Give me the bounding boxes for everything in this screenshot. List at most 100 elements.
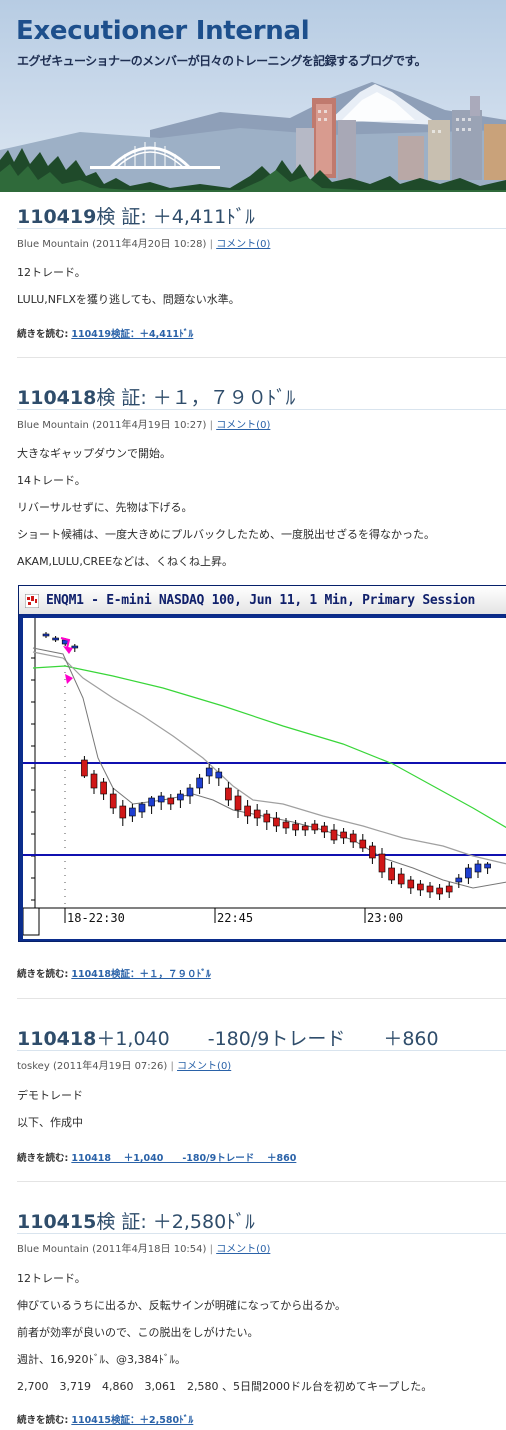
candle-body bbox=[215, 771, 223, 779]
candle-body bbox=[369, 845, 376, 859]
post-date: (2011年4月18日 10:54) bbox=[92, 1244, 207, 1255]
read-more: 続きを読む: 110418検証：＋１，７９０ﾄﾞﾙ bbox=[17, 966, 211, 980]
candle-body bbox=[330, 829, 338, 841]
chart-app-icon bbox=[25, 594, 39, 608]
ma-fast-line bbox=[32, 647, 506, 889]
post-title-text[interactable]: ＋1,040 -180/9トレード ＋860 bbox=[96, 1028, 439, 1050]
post-author: Blue Mountain bbox=[17, 1244, 89, 1255]
post-paragraph: リバーサルせずに、先物は下げる。 bbox=[17, 501, 193, 514]
meta-separator: | bbox=[209, 420, 213, 431]
chart-window-title: ENQM1 - E-mini NASDAQ 100, Jun 11, 1 Min… bbox=[46, 593, 476, 608]
post-paragraph: 前者が効率が良いので、この脱出をしがけたい。 bbox=[17, 1326, 259, 1339]
candle-body bbox=[359, 839, 367, 849]
post-date: (2011年4月20日 10:28) bbox=[92, 239, 207, 250]
post-title-number[interactable]: 110415 bbox=[17, 1211, 97, 1233]
post-paragraph: LULU,NFLXを獲り逃しても、問題ない水準。 bbox=[17, 293, 240, 306]
post-paragraph: 伸びているうちに出るか、反転サインが明確になってから出るか。 bbox=[17, 1299, 347, 1312]
candle-body bbox=[42, 633, 50, 637]
candle-body bbox=[484, 863, 491, 869]
comment-link[interactable]: コメント(0) bbox=[216, 1244, 271, 1255]
candle-body bbox=[177, 793, 184, 801]
sell-marker-icon bbox=[63, 646, 73, 654]
post-paragraph: 大きなギャップダウンで開始。 bbox=[17, 447, 171, 460]
candle-body bbox=[205, 767, 213, 777]
candle-body bbox=[81, 759, 88, 777]
comment-link[interactable]: コメント(0) bbox=[177, 1061, 232, 1072]
post-title-text[interactable]: 検 証: ＋4,411ﾄﾞﾙ bbox=[96, 206, 255, 228]
candle-body bbox=[397, 873, 405, 885]
candle-body bbox=[311, 823, 319, 831]
ma-slow-line bbox=[32, 651, 506, 865]
post-title[interactable]: 110415検 証: ＋2,580ﾄﾞﾙ bbox=[17, 1207, 255, 1234]
blog-title[interactable]: Executioner Internal bbox=[16, 16, 310, 46]
post-paragraph: ショート候補は、一度大きめにプルバックしたため、一度脱出せざるを得なかった。 bbox=[17, 528, 435, 541]
candle-body bbox=[273, 817, 280, 827]
post-title[interactable]: 110419検 証: ＋4,411ﾄﾞﾙ bbox=[17, 202, 255, 229]
candle-body bbox=[407, 879, 415, 889]
time-axis-label: 22:45 bbox=[217, 911, 253, 925]
post-author: Blue Mountain bbox=[17, 420, 89, 431]
candle-body bbox=[253, 809, 261, 819]
post-divider bbox=[17, 1181, 506, 1182]
post-meta: Blue Mountain (2011年4月19日 10:27) | コメント(… bbox=[17, 416, 270, 431]
candle-body bbox=[436, 887, 443, 895]
meta-separator: | bbox=[209, 239, 213, 250]
post-title-number[interactable]: 110418 bbox=[17, 387, 97, 409]
candle-body bbox=[71, 645, 79, 649]
candle-body bbox=[148, 797, 155, 807]
candle-body bbox=[129, 807, 136, 817]
post-paragraph: AKAM,LULU,CREEなどは、くねくね上昇。 bbox=[17, 555, 234, 568]
meta-separator: | bbox=[170, 1061, 174, 1072]
post-paragraph: デモトレード bbox=[17, 1089, 83, 1102]
candle-body bbox=[378, 853, 386, 873]
candle-body bbox=[426, 885, 434, 893]
candle-body bbox=[167, 797, 175, 805]
read-more: 続きを読む: 110419検証：＋4,411ﾄﾞﾙ bbox=[17, 326, 193, 340]
post-author: Blue Mountain bbox=[17, 239, 89, 250]
candle-body bbox=[474, 863, 482, 873]
read-more-link[interactable]: 110418検証：＋１，７９０ﾄﾞﾙ bbox=[71, 969, 211, 980]
time-axis-label: 23:00 bbox=[367, 911, 403, 925]
candlesticks bbox=[42, 632, 491, 900]
read-more-link[interactable]: 110418 ＋1,040 -180/9トレード ＋860 bbox=[71, 1153, 297, 1164]
title-underline bbox=[17, 1233, 506, 1234]
candle-body bbox=[301, 825, 309, 831]
read-more-label: 続きを読む: bbox=[17, 1415, 69, 1426]
time-axis-label: 18-22:30 bbox=[67, 911, 125, 925]
comment-link[interactable]: コメント(0) bbox=[216, 239, 271, 250]
chart-screenshot-window: ENQM1 - E-mini NASDAQ 100, Jun 11, 1 Min… bbox=[18, 585, 506, 942]
post-divider bbox=[17, 998, 506, 999]
read-more-link[interactable]: 110419検証：＋4,411ﾄﾞﾙ bbox=[71, 329, 194, 340]
title-underline bbox=[17, 409, 506, 410]
post-title[interactable]: 110418検 証: ＋１，７９０ﾄﾞﾙ bbox=[17, 383, 295, 410]
candle-body bbox=[445, 885, 453, 893]
candle-body bbox=[349, 833, 357, 843]
post-title-number[interactable]: 110418 bbox=[17, 1028, 97, 1050]
candle-body bbox=[263, 813, 271, 823]
post-paragraph: 以下、作成中 bbox=[17, 1116, 83, 1129]
post-title-text[interactable]: 検 証: ＋１，７９０ﾄﾞﾙ bbox=[96, 387, 296, 409]
chart-plot-area: 18-22:30 22:45 23:00 bbox=[23, 618, 506, 939]
candle-body bbox=[455, 877, 463, 883]
candle-body bbox=[52, 637, 59, 641]
read-more-link[interactable]: 110415検証：＋2,580ﾄﾞﾙ bbox=[71, 1415, 194, 1426]
candle-body bbox=[109, 793, 117, 809]
read-more: 続きを読む: 110418 ＋1,040 -180/9トレード ＋860 bbox=[17, 1150, 296, 1164]
candle-body bbox=[292, 823, 299, 831]
candle-body bbox=[234, 795, 242, 811]
candle-body bbox=[90, 773, 98, 789]
chart-titlebar: ENQM1 - E-mini NASDAQ 100, Jun 11, 1 Min… bbox=[19, 586, 506, 616]
post-title[interactable]: 110418＋1,040 -180/9トレード ＋860 bbox=[17, 1024, 439, 1051]
post-paragraph: 14トレード。 bbox=[17, 474, 86, 487]
post-title-number[interactable]: 110419 bbox=[17, 206, 97, 228]
comment-link[interactable]: コメント(0) bbox=[216, 420, 271, 431]
post-meta: Blue Mountain (2011年4月18日 10:54) | コメント(… bbox=[17, 1240, 270, 1255]
header-cityscape-image bbox=[0, 82, 506, 192]
post-title-text[interactable]: 検 証: ＋2,580ﾄﾞﾙ bbox=[96, 1211, 255, 1233]
candle-body bbox=[225, 787, 232, 801]
blog-description: エグゼキューショナーのメンバーが日々のトレーニングを記録するブログです。 bbox=[17, 54, 427, 68]
read-more-label: 続きを読む: bbox=[17, 329, 69, 340]
post-meta: Blue Mountain (2011年4月20日 10:28) | コメント(… bbox=[17, 235, 270, 250]
meta-separator: | bbox=[209, 1244, 213, 1255]
post-paragraph: 12トレード。 bbox=[17, 1272, 86, 1285]
